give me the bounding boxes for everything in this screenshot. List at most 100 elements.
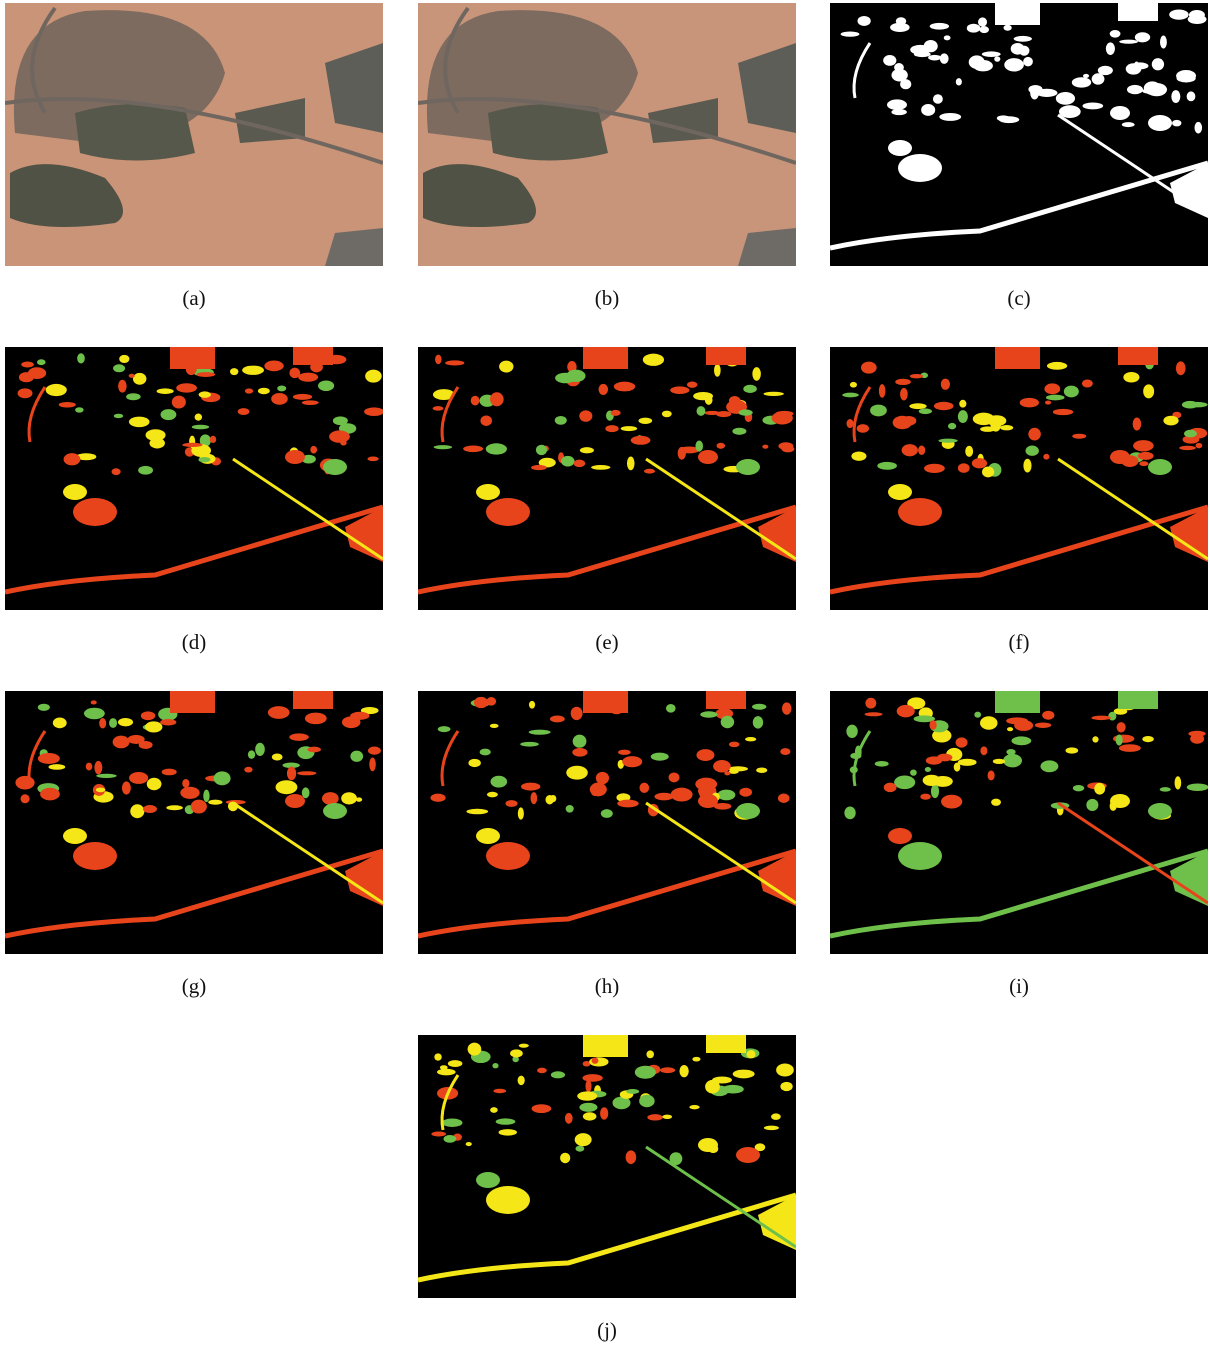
change-blob [298,373,318,382]
change-blob [1188,15,1207,24]
change-blob [728,766,748,771]
change-blob [698,1138,718,1152]
background [830,691,1208,954]
change-blob [583,1035,628,1057]
change-blob [551,1071,565,1078]
change-blob [529,730,551,735]
change-blob [1035,722,1051,727]
change-blob [1139,461,1148,466]
change-blob [631,436,651,445]
change-blob [579,1103,597,1112]
change-blob [192,425,209,430]
change-blob [73,498,117,526]
caption: (c) [830,286,1208,311]
change-blob [621,426,637,431]
change-blob [883,55,896,66]
change-blob [978,17,987,26]
change-blob [941,379,950,390]
change-blob [991,799,1001,806]
change-blob [842,393,858,398]
change-blob [956,78,962,85]
change-blob [529,701,535,709]
change-blob [1148,459,1172,475]
change-blob [532,1104,552,1113]
change-blob [75,407,84,412]
change-blob [959,400,966,408]
change-blob [1160,36,1167,49]
change-blob [776,1063,794,1076]
change-blob [208,800,222,805]
change-blob [1106,42,1115,55]
caption: (i) [830,974,1208,999]
change-blob [38,753,60,764]
change-blob [669,772,680,782]
change-blob [900,79,911,89]
change-blob [293,691,333,709]
change-blob [491,776,508,788]
change-blob [729,396,741,405]
change-blob [599,384,608,395]
caption: (j) [418,1318,796,1343]
change-blob [870,405,887,417]
change-blob [1036,89,1057,97]
change-blob [910,374,923,378]
change-blob [1119,40,1138,44]
change-blob [468,759,480,767]
change-blob [605,425,618,432]
change-blob [293,394,312,400]
change-blob [888,484,912,500]
change-blob [762,445,768,449]
change-blob [973,413,995,425]
change-blob [583,1112,597,1120]
change-blob [706,691,746,709]
change-blob [119,355,129,363]
change-map [418,691,796,954]
change-blob [1133,418,1141,431]
change-blob [778,793,790,802]
change-blob [63,484,87,500]
change-blob [1053,409,1073,415]
change-blob [700,711,717,717]
change-blob [865,712,883,716]
change-blob [933,94,943,104]
change-blob [342,716,360,728]
change-blob [851,451,866,460]
change-blob [695,441,703,452]
change-blob [285,450,305,464]
change-blob [1094,783,1105,795]
change-blob [157,388,174,394]
change-blob [923,775,941,786]
change-blob [519,1044,529,1048]
change-map [5,347,383,610]
change-blob [601,809,613,818]
change-blob [176,383,197,392]
change-blob [480,416,492,426]
caption: (b) [418,286,796,311]
change-blob [772,412,793,425]
change-blob [285,794,305,808]
change-blob [714,364,721,377]
green-area [488,104,608,161]
change-blob [496,1118,516,1124]
change-blob [1132,62,1148,69]
change-blob [146,429,166,441]
change-blob [614,382,635,392]
change-blob [444,1135,457,1143]
change-blob [466,809,488,815]
change-blob [1119,744,1141,752]
caption: (a) [5,286,383,311]
change-blob [1046,395,1065,401]
change-blob [1117,722,1126,732]
change-blob [129,772,148,784]
change-blob [486,1186,530,1214]
change-blob [671,788,693,802]
change-blob [884,783,897,793]
satellite-image [418,3,796,266]
change-blob [577,1091,597,1100]
change-blob [1044,383,1060,394]
change-blob [191,800,207,814]
change-blob [930,23,949,30]
change-map [418,1035,796,1298]
change-blob [276,780,298,794]
change-blob [1187,783,1208,791]
